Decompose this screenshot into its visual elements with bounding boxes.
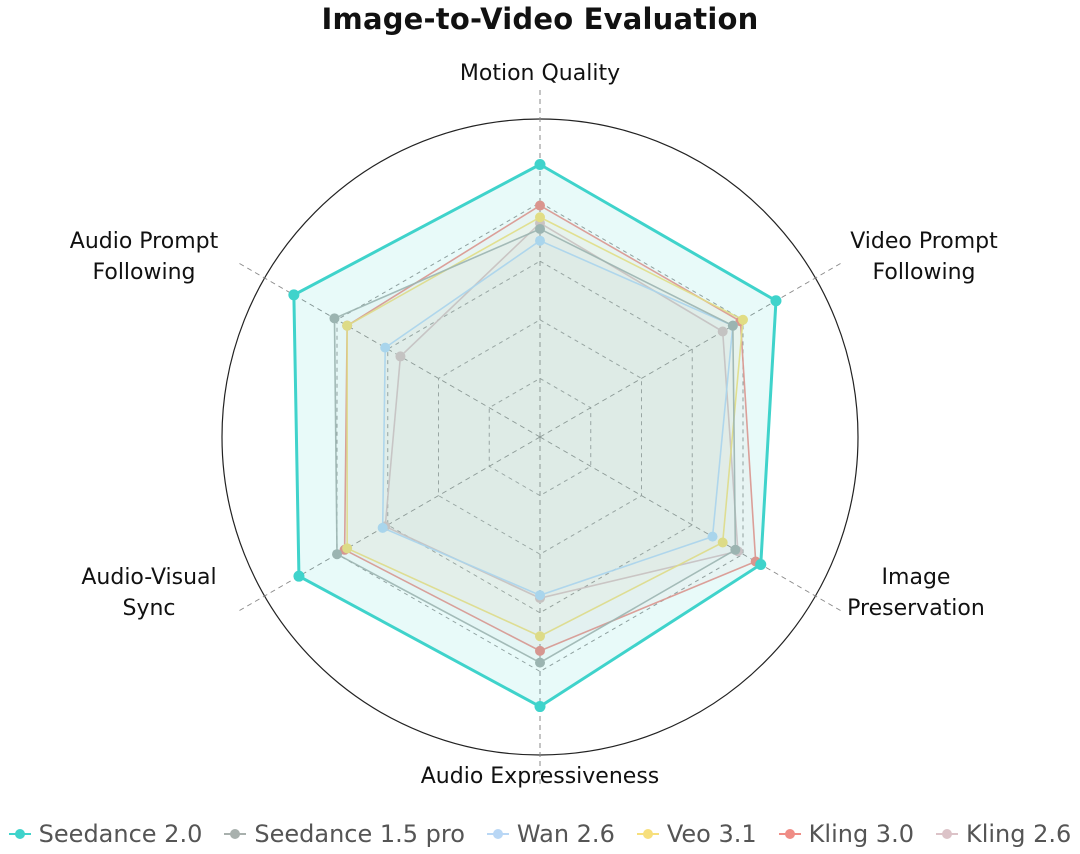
legend-item-6[interactable]: Kling 2.6 xyxy=(935,820,1072,848)
series-1-point-6 xyxy=(288,289,300,301)
chart-title: Image-to-Video Evaluation xyxy=(321,2,759,36)
series-4-point-6 xyxy=(342,320,353,331)
series-1-point-3 xyxy=(755,558,767,570)
legend-swatch-1 xyxy=(8,826,31,842)
series-1-point-4 xyxy=(534,701,546,713)
series-4-point-3 xyxy=(717,537,728,548)
legend-swatch-5 xyxy=(778,826,801,842)
series-3-point-3 xyxy=(707,531,718,542)
series-3-point-5 xyxy=(377,522,388,533)
series-line-1 xyxy=(292,162,778,709)
series-2-point-2 xyxy=(727,320,738,331)
axis-label-3: Image Preservation xyxy=(847,565,985,621)
legend-swatch-3 xyxy=(486,826,509,842)
legend-item-2[interactable]: Seedance 1.5 pro xyxy=(224,820,465,848)
series-4-point-5 xyxy=(342,543,353,554)
series-5-point-4 xyxy=(535,645,545,656)
legend-item-5[interactable]: Kling 3.0 xyxy=(778,820,914,848)
legend-swatch-6 xyxy=(935,826,958,842)
series-3-point-4 xyxy=(535,590,545,601)
series-4-point-4 xyxy=(535,631,545,642)
series-6-point-6 xyxy=(395,351,406,362)
legend-label-6: Kling 2.6 xyxy=(965,820,1072,848)
series-3-point-6 xyxy=(380,342,391,353)
legend-item-1[interactable]: Seedance 2.0 xyxy=(8,820,203,848)
series-4-point-2 xyxy=(737,314,748,325)
legend-label-3: Wan 2.6 xyxy=(516,820,615,848)
series-2-point-1 xyxy=(535,223,545,234)
axis-label-1: Motion Quality xyxy=(459,61,621,86)
legend-item-3[interactable]: Wan 2.6 xyxy=(486,820,615,848)
series-2-point-5 xyxy=(332,549,343,560)
axis-label-2: Video Prompt Following xyxy=(850,229,998,285)
legend-swatch-4 xyxy=(636,826,659,842)
series-2-point-4 xyxy=(535,657,545,668)
legend: Seedance 2.0 Seedance 1.5 pro Wan 2.6 Veo 3… xyxy=(0,814,1080,854)
series-5-point-1 xyxy=(535,200,545,211)
series-3-point-1 xyxy=(535,235,545,246)
legend-label-5: Kling 3.0 xyxy=(808,820,914,848)
series-1-point-5 xyxy=(293,570,305,582)
axis-label-4: Audio Expressiveness xyxy=(420,764,660,789)
legend-item-4[interactable]: Veo 3.1 xyxy=(636,820,757,848)
legend-label-2: Seedance 1.5 pro xyxy=(254,820,465,848)
axis-spoke-3 xyxy=(539,436,842,612)
axis-spoke-2 xyxy=(539,262,842,438)
series-1-point-1 xyxy=(534,159,546,171)
series-6-point-2 xyxy=(717,326,728,337)
series-2-point-3 xyxy=(730,544,741,555)
legend-label-1: Seedance 2.0 xyxy=(38,820,203,848)
legend-label-4: Veo 3.1 xyxy=(666,820,757,848)
axis-label-6: Audio Prompt Following xyxy=(69,229,219,285)
axis-label-5: Audio-Visual Sync xyxy=(81,565,217,621)
series-1-point-2 xyxy=(770,295,782,307)
series-2-point-6 xyxy=(329,313,340,324)
legend-swatch-2 xyxy=(224,826,247,842)
series-4-point-1 xyxy=(535,212,545,223)
